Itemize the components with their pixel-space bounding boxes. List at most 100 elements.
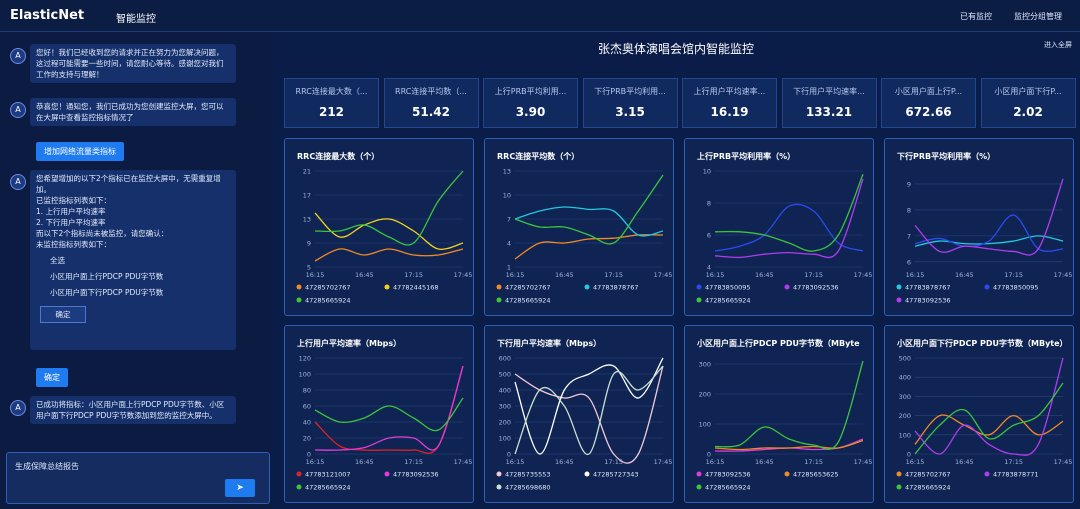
legend-label: 47782445168 bbox=[393, 284, 439, 292]
legend-label: 47285653625 bbox=[793, 471, 839, 479]
user-message: 确定 bbox=[36, 368, 68, 387]
x-tick-label: 16:45 bbox=[355, 271, 374, 279]
y-tick-label: 9 bbox=[907, 180, 911, 188]
legend-marker bbox=[696, 471, 702, 477]
chart-title: 小区用户面下行PDCP PDU字节数（MByte） bbox=[896, 338, 1068, 348]
kpi-value: 51.42 bbox=[412, 105, 450, 119]
y-tick-label: 10 bbox=[703, 168, 711, 176]
x-tick-label: 17:15 bbox=[404, 458, 423, 466]
y-tick-label: 10 bbox=[503, 192, 511, 200]
y-tick-label: 17 bbox=[303, 192, 311, 200]
y-tick-label: 1 bbox=[507, 264, 511, 272]
chart-card: 小区用户面下行PDCP PDU字节数（MByte） 0 100 200 300 400 50… bbox=[884, 325, 1074, 503]
legend-label: 47285665924 bbox=[305, 297, 351, 305]
y-tick-label: 20 bbox=[303, 435, 311, 443]
legend-marker bbox=[296, 284, 302, 290]
y-tick-label: 8 bbox=[707, 200, 711, 208]
kpi-label: RRC连接最大数（... bbox=[295, 87, 368, 96]
avatar: A bbox=[10, 102, 26, 118]
legend-label: 47783092536 bbox=[393, 471, 439, 479]
legend-label: 47285665924 bbox=[905, 484, 951, 492]
kpi-value: 212 bbox=[318, 105, 345, 119]
y-tick-label: 21 bbox=[303, 168, 311, 176]
legend-marker bbox=[496, 284, 502, 290]
y-tick-label: 0 bbox=[307, 451, 311, 459]
input-box[interactable]: 生成保障总结报告 ➤ bbox=[6, 452, 270, 504]
kpi-label: 上行PRB平均利用... bbox=[494, 87, 567, 96]
input-text: 生成保障总结报告 bbox=[15, 462, 79, 471]
chart-title: 上行PRB平均利用率（%） bbox=[697, 151, 795, 161]
chart: 小区用户面上行PDCP PDU字节数（MByte 0 100 200 300 16:15 1… bbox=[696, 338, 872, 492]
legend-label: 47783092536 bbox=[705, 471, 751, 479]
x-tick-label: 16:45 bbox=[355, 458, 374, 466]
x-tick-label: 17:15 bbox=[404, 271, 423, 279]
x-tick-label: 17:45 bbox=[854, 271, 873, 279]
fullscreen-button[interactable]: 进入全屏 bbox=[1044, 41, 1072, 49]
legend-marker bbox=[584, 284, 590, 290]
y-tick-label: 0 bbox=[907, 451, 911, 459]
nav-item[interactable]: 智能监控 bbox=[116, 14, 156, 25]
confirm-button[interactable]: 确定 bbox=[40, 306, 86, 323]
x-tick-label: 16:45 bbox=[755, 458, 774, 466]
legend-marker bbox=[384, 471, 390, 477]
kpi-label: 小区用户面上行P... bbox=[894, 87, 963, 96]
series-line bbox=[714, 439, 864, 451]
y-tick-label: 0 bbox=[507, 451, 511, 459]
header-action[interactable]: 监控分组管理 bbox=[1014, 12, 1062, 21]
checkbox-option: 小区用户面上行PDCP PDU字节数 bbox=[50, 272, 164, 281]
y-tick-label: 40 bbox=[303, 419, 311, 427]
x-tick-label: 16:15 bbox=[306, 458, 325, 466]
x-tick-label: 17:15 bbox=[1004, 458, 1023, 466]
legend-marker bbox=[896, 284, 902, 290]
legend-marker bbox=[896, 484, 902, 490]
chart-card: 小区用户面上行PDCP PDU字节数（MByte 0 100 200 300 16:15 1… bbox=[684, 325, 874, 503]
kpi-value: 672.66 bbox=[905, 105, 952, 119]
series-line bbox=[314, 212, 464, 251]
y-tick-label: 13 bbox=[503, 168, 511, 176]
y-tick-label: 200 bbox=[499, 419, 511, 427]
y-tick-label: 9 bbox=[307, 240, 311, 248]
y-tick-label: 13 bbox=[303, 216, 311, 224]
kpi-card: RRC连接平均数（... 51.42 bbox=[383, 78, 479, 128]
kpi-card: 下行PRB平均利用... 3.15 bbox=[582, 78, 678, 128]
y-tick-label: 600 bbox=[499, 355, 511, 363]
series-line bbox=[314, 248, 464, 262]
legend-marker bbox=[984, 284, 990, 290]
legend-marker bbox=[296, 484, 302, 490]
bot-message: 您好！我们已经收到您的请求并正在努力为您解决问题，这过程可能需要一些时间，请您耐… bbox=[30, 44, 236, 83]
x-tick-label: 17:45 bbox=[1054, 458, 1073, 466]
kpi-label: RRC连接平均数（... bbox=[395, 87, 467, 96]
y-tick-label: 100 bbox=[499, 435, 511, 443]
series-line bbox=[914, 178, 1064, 256]
x-tick-label: 16:15 bbox=[706, 271, 725, 279]
message-line: 您希望增加的以下2个指标已在监控大屏中，无需重复增加。 bbox=[36, 174, 221, 194]
bot-message: 恭喜您！通知您，我们已成功为您创建监控大屏，您可以在大屏中查看监控指标情况了 bbox=[30, 98, 236, 126]
legend-marker bbox=[896, 471, 902, 477]
legend-label: 47285698680 bbox=[505, 484, 551, 492]
chart: 小区用户面下行PDCP PDU字节数（MByte） 0 100 200 300 400 50… bbox=[896, 338, 1073, 492]
x-tick-label: 16:15 bbox=[506, 271, 525, 279]
chart-card: 下行用户平均速率（Mbps） 0 100 200 300 400 500 600 16:15 16… bbox=[484, 325, 674, 503]
legend-label: 47285665924 bbox=[705, 297, 751, 305]
y-tick-label: 100 bbox=[899, 431, 911, 439]
legend-marker bbox=[496, 484, 502, 490]
y-tick-label: 500 bbox=[899, 355, 911, 363]
series-line bbox=[714, 173, 864, 252]
series-line bbox=[914, 382, 1064, 455]
legend-label: 47285735553 bbox=[505, 471, 551, 479]
logo: ElasticNet bbox=[10, 8, 85, 23]
header-action[interactable]: 已有监控 bbox=[960, 12, 992, 21]
x-tick-label: 16:45 bbox=[555, 458, 574, 466]
legend-label: 47285665924 bbox=[705, 484, 751, 492]
series-line bbox=[714, 178, 864, 259]
legend-marker bbox=[696, 297, 702, 303]
kpi-label: 上行用户平均速率... bbox=[693, 87, 766, 96]
kpi-value: 3.90 bbox=[515, 105, 546, 119]
legend-marker bbox=[496, 297, 502, 303]
send-button[interactable]: ➤ bbox=[225, 479, 255, 497]
chart-card: 下行PRB平均利用率（%） 6 7 8 9 16:15 16:45 17:15 17:45 477… bbox=[884, 138, 1074, 316]
chart-card: RRC连接最大数（个） 5 9 13 17 21 16:15 16:45 17:15 17:45 4… bbox=[284, 138, 474, 316]
x-tick-label: 16:15 bbox=[906, 271, 925, 279]
series-line bbox=[514, 234, 664, 260]
legend-label: 47783092536 bbox=[905, 297, 951, 305]
